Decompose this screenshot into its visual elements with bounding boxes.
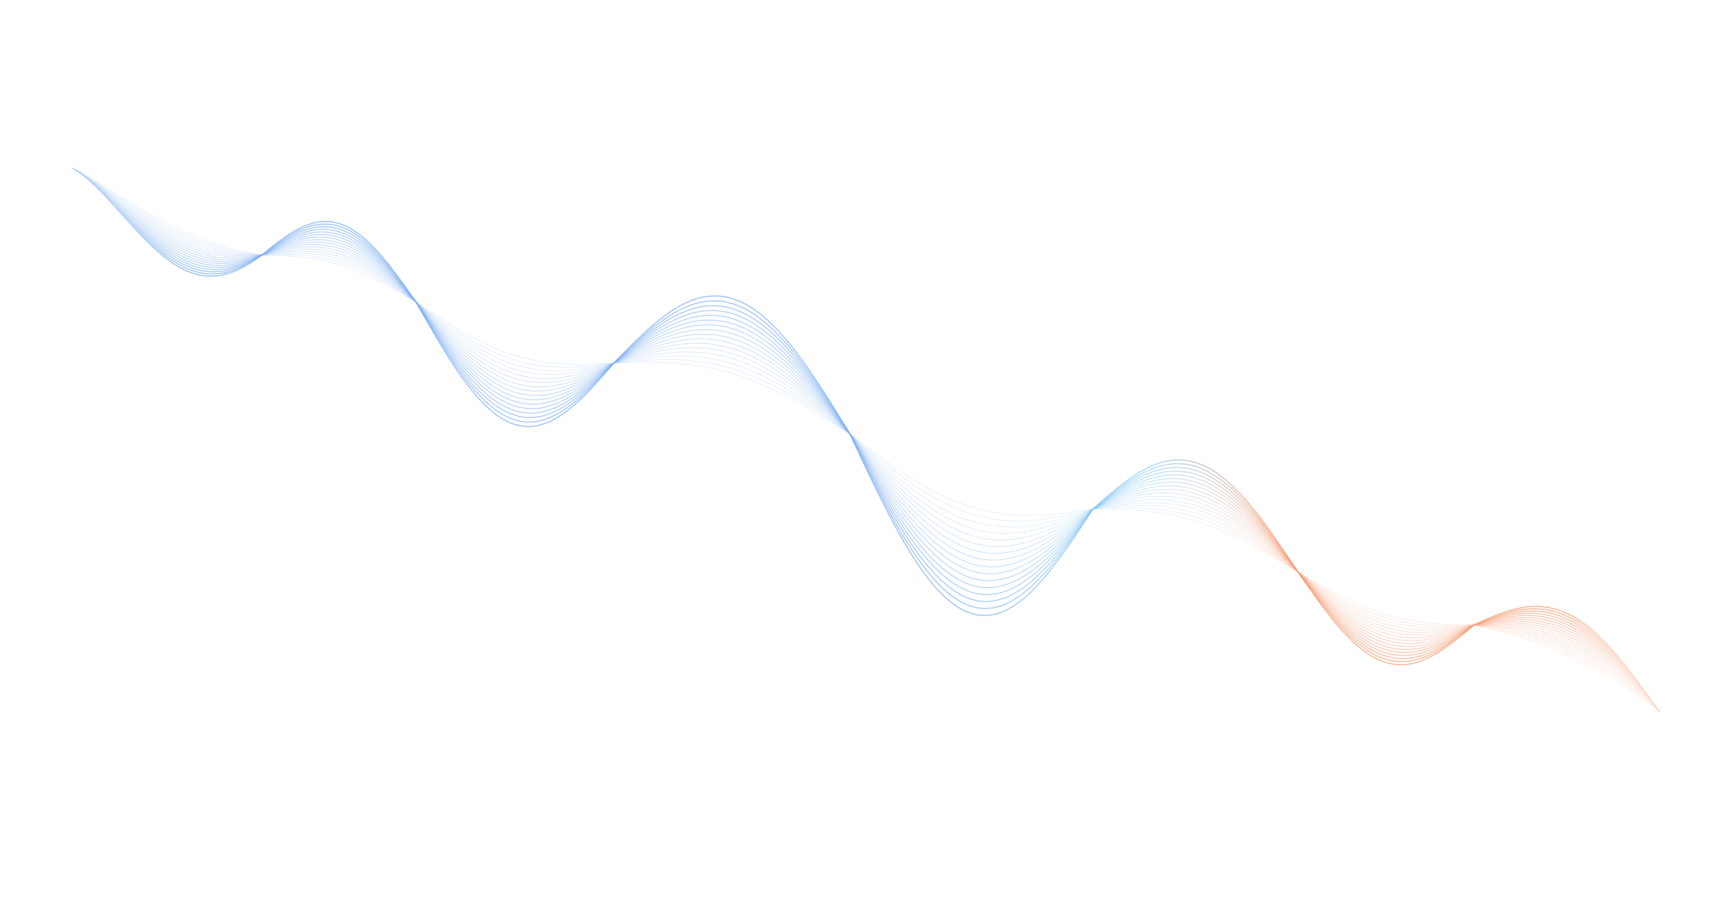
wave-line-group	[71, 167, 1661, 713]
wave-line	[71, 167, 1661, 713]
wave-line	[71, 167, 1661, 713]
